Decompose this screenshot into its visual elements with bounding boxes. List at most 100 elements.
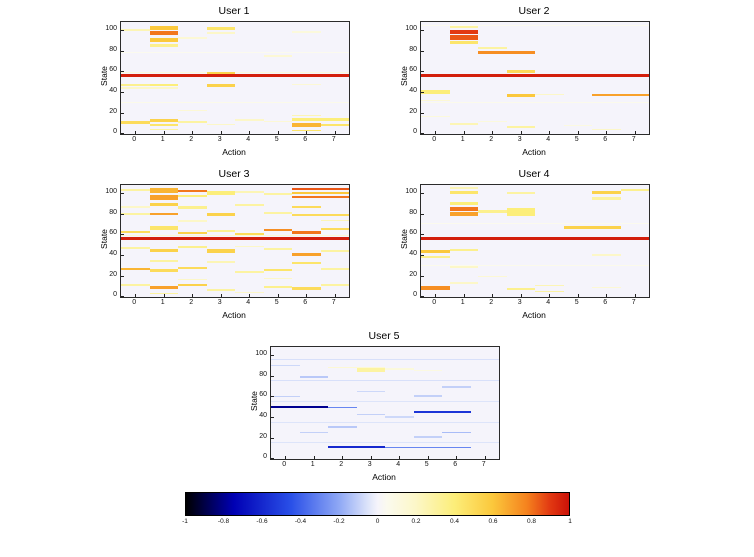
heatmap-cell xyxy=(421,101,649,103)
heatmap-cell xyxy=(149,226,178,230)
y-tick-mark xyxy=(421,275,424,277)
heatmap-cell xyxy=(292,286,321,290)
heatmap-cell xyxy=(421,236,649,240)
heatmap-cell xyxy=(592,93,649,96)
x-tick-mark xyxy=(577,131,579,134)
x-tick-mark xyxy=(370,456,372,459)
colorbar-tick-label: 0.6 xyxy=(488,518,498,525)
heatmap-cell xyxy=(235,119,264,121)
y-tick-label: 40 xyxy=(409,87,417,94)
x-axis-label: Action xyxy=(522,147,546,157)
colorbar-tick-label: -0.2 xyxy=(333,518,345,525)
heatmap-cell xyxy=(592,286,621,288)
y-tick-mark xyxy=(421,50,424,52)
y-tick-label: 100 xyxy=(255,349,267,357)
heatmap-cell xyxy=(121,283,150,286)
y-tick-mark xyxy=(421,71,424,73)
heatmap-cell xyxy=(320,283,349,286)
x-tick-label: 5 xyxy=(274,136,279,143)
heatmap-cell xyxy=(478,209,507,213)
x-axis-label: Action xyxy=(522,310,546,320)
heatmap-cell xyxy=(328,366,385,368)
x-tick-label: 2 xyxy=(489,299,494,306)
heatmap-cell xyxy=(449,201,478,205)
y-tick-mark xyxy=(121,92,124,93)
x-tick-mark xyxy=(163,294,165,297)
heatmap-cell xyxy=(421,90,450,94)
heatmap-cell xyxy=(292,214,349,217)
heatmap-cell xyxy=(271,400,499,402)
y-tick-label: 40 xyxy=(259,412,267,419)
x-tick-mark xyxy=(606,294,608,297)
y-tick-mark xyxy=(421,29,424,31)
heatmap-cell xyxy=(292,122,321,127)
x-tick-label: 2 xyxy=(339,461,344,468)
heatmap-cell xyxy=(149,259,178,262)
heatmap-cell xyxy=(421,73,649,77)
heatmap-cell xyxy=(478,276,507,278)
heatmap-cell xyxy=(271,364,300,366)
x-tick-mark xyxy=(277,131,279,134)
x-axis-label: Action xyxy=(222,310,246,320)
colorbar: -1 -0.8 -0.6 -0.4 -0.2 0 0.2 0.4 0.6 0.8 1 xyxy=(182,492,572,528)
x-tick-mark xyxy=(135,131,137,134)
x-tick-mark xyxy=(277,294,279,297)
colorbar-gradient xyxy=(185,492,570,516)
heatmap-cell xyxy=(592,191,621,195)
heatmap-cell xyxy=(235,203,264,206)
x-tick-label: 6 xyxy=(303,299,308,306)
x-tick-mark xyxy=(163,131,165,134)
colorbar-labels: -1 -0.8 -0.6 -0.4 -0.2 0 0.2 0.4 0.6 0.8 1 xyxy=(182,516,572,528)
x-tick-label: 7 xyxy=(481,461,486,468)
heatmap-cell xyxy=(206,27,235,31)
y-tick-mark xyxy=(421,255,424,256)
x-tick-label: 1 xyxy=(460,136,465,143)
heatmap-cell xyxy=(206,229,235,232)
heatmap-cell xyxy=(235,191,264,194)
heatmap-cell xyxy=(149,249,178,253)
heatmap-cell xyxy=(506,287,535,290)
y-tick-label: 20 xyxy=(259,432,267,440)
y-tick-label: 80 xyxy=(109,45,117,53)
heatmap-cell xyxy=(292,188,349,191)
plot-title: User 4 xyxy=(518,168,550,180)
heatmap-cell xyxy=(320,267,349,271)
heatmap-cell xyxy=(299,432,328,434)
y-tick-mark xyxy=(121,71,124,73)
heatmap-cell xyxy=(421,250,450,254)
heatmap-cell xyxy=(178,36,207,39)
heatmap-cell xyxy=(149,202,178,206)
heatmap-cell xyxy=(421,223,649,225)
colorbar-tick-label: -0.8 xyxy=(217,518,230,525)
heatmap-cell xyxy=(149,37,178,42)
y-tick-label: 0 xyxy=(413,291,417,299)
heatmap-cell xyxy=(149,195,178,200)
heatmap-cell xyxy=(121,267,150,271)
x-tick-mark xyxy=(342,456,344,459)
y-tick-mark xyxy=(421,112,424,114)
y-tick-mark xyxy=(421,92,424,93)
heatmap-cell xyxy=(206,71,235,74)
heatmap-cell xyxy=(292,230,321,234)
heatmap-cell xyxy=(421,99,450,101)
x-tick-label: 6 xyxy=(603,136,608,143)
heatmap-cell xyxy=(449,122,478,125)
heatmap-cell xyxy=(271,406,328,409)
x-tick-label: 2 xyxy=(189,136,194,143)
y-tick-label: 100 xyxy=(405,187,417,195)
colorbar-tick-label: 0.8 xyxy=(526,518,537,525)
x-tick-mark xyxy=(577,294,579,297)
heatmap-cell xyxy=(149,285,178,289)
heatmap-cell xyxy=(121,120,150,124)
heatmap-cell xyxy=(413,369,442,371)
heatmap-cell xyxy=(178,279,207,281)
x-tick-label: 3 xyxy=(367,461,372,468)
heatmap-cell xyxy=(263,278,292,280)
x-tick-mark xyxy=(634,294,636,297)
subplot-user-3: User 3 State Action 0 1 2 3 4 5 6 7 0 20 40 60 80 100 xyxy=(92,168,352,328)
heatmap-cell xyxy=(421,264,649,266)
heatmap-cell xyxy=(121,73,349,77)
y-tick-mark xyxy=(121,133,124,134)
heatmap-cell xyxy=(235,291,264,293)
subplot-user-5: User 5 State Action 0 1 2 3 4 5 6 7 0 20 40 60 80 100 xyxy=(242,330,502,490)
